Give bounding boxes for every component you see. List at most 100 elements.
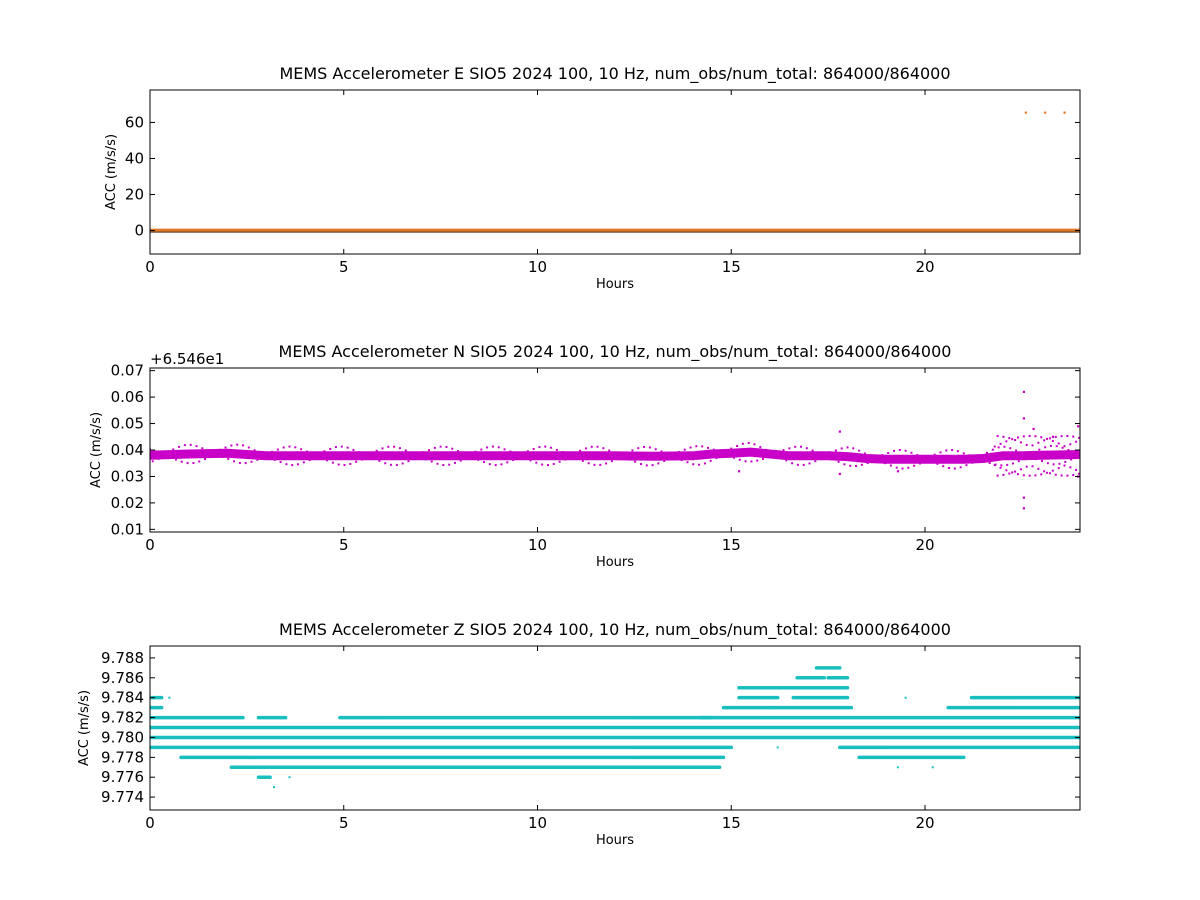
data-point xyxy=(971,461,974,464)
data-point xyxy=(753,443,756,446)
data-point xyxy=(576,458,579,461)
data-point xyxy=(1023,458,1026,461)
data-point xyxy=(968,454,971,457)
data-point xyxy=(596,445,599,448)
data-point xyxy=(829,451,832,454)
data-point xyxy=(1055,445,1058,448)
data-point xyxy=(151,460,154,463)
data-point xyxy=(174,458,177,461)
data-point xyxy=(579,449,582,452)
data-point xyxy=(1069,466,1072,469)
data-point xyxy=(1015,449,1018,452)
data-point xyxy=(936,462,939,465)
data-point xyxy=(951,449,954,452)
data-point xyxy=(439,445,442,448)
plot-area xyxy=(150,111,1080,233)
data-point xyxy=(855,465,858,468)
data-point xyxy=(721,455,724,458)
data-point xyxy=(305,450,308,453)
data-point xyxy=(358,451,361,454)
data-point xyxy=(849,464,852,467)
data-point xyxy=(727,455,730,458)
data-point xyxy=(279,461,282,464)
data-point xyxy=(535,461,538,464)
data-point xyxy=(1043,470,1046,473)
x-axis-label: Hours xyxy=(596,277,634,292)
data-point xyxy=(889,464,892,467)
data-point xyxy=(352,448,355,451)
data-point xyxy=(532,447,535,450)
data-point xyxy=(599,463,602,466)
data-point xyxy=(1022,474,1025,477)
data-point xyxy=(654,448,657,451)
data-point xyxy=(186,462,189,465)
x-tick-label: 10 xyxy=(528,814,547,832)
data-point xyxy=(666,452,669,455)
data-point xyxy=(785,459,788,462)
data-point xyxy=(404,449,407,452)
y-tick-label: 9.780 xyxy=(101,728,144,746)
data-point xyxy=(639,463,642,466)
data-point xyxy=(747,441,750,444)
data-point xyxy=(1028,474,1031,477)
data-point xyxy=(918,462,921,465)
data-point xyxy=(168,696,171,699)
data-point xyxy=(896,766,899,769)
data-point xyxy=(483,461,486,464)
data-point xyxy=(631,449,634,452)
y-axis-label: ACC (m/s/s) xyxy=(89,412,104,488)
data-point xyxy=(384,462,387,465)
chart-title: MEMS Accelerometer N SIO5 2024 100, 10 H… xyxy=(279,342,952,362)
data-point xyxy=(442,463,445,466)
data-point xyxy=(875,455,878,458)
data-point xyxy=(922,455,925,458)
data-point xyxy=(942,465,945,468)
data-point xyxy=(773,455,776,458)
data-point xyxy=(1002,473,1005,476)
data-point xyxy=(326,459,329,462)
data-point xyxy=(209,455,212,458)
data-point xyxy=(346,446,349,449)
data-point xyxy=(247,446,250,449)
data-point xyxy=(991,448,994,451)
data-point xyxy=(933,453,936,456)
data-point xyxy=(904,449,907,452)
data-point xyxy=(1011,471,1014,474)
data-point xyxy=(1029,457,1032,460)
data-point xyxy=(215,455,218,458)
data-point xyxy=(643,446,646,449)
data-point xyxy=(1078,472,1080,475)
data-point xyxy=(1040,473,1043,476)
data-point xyxy=(207,449,210,452)
data-point xyxy=(546,464,549,467)
data-point xyxy=(1017,473,1019,476)
data-point xyxy=(555,448,558,451)
data-point xyxy=(1025,465,1028,468)
data-point xyxy=(776,450,779,453)
data-point xyxy=(860,463,863,466)
data-point xyxy=(381,447,384,450)
data-point xyxy=(1034,474,1037,477)
data-point xyxy=(1046,437,1049,440)
data-point xyxy=(800,445,802,448)
data-point xyxy=(622,457,625,460)
data-point xyxy=(1019,468,1022,471)
data-point xyxy=(1051,469,1054,472)
data-point xyxy=(195,445,198,448)
x-tick-label: 20 xyxy=(915,814,934,832)
data-point xyxy=(526,450,529,453)
data-point xyxy=(988,462,991,465)
data-point xyxy=(948,466,951,469)
data-point xyxy=(521,451,523,454)
data-point xyxy=(852,447,855,450)
data-point xyxy=(878,460,881,463)
data-point xyxy=(1075,468,1078,471)
data-point xyxy=(838,472,841,476)
data-point xyxy=(1054,435,1057,438)
chart-title: MEMS Accelerometer E SIO5 2024 100, 10 H… xyxy=(279,64,950,84)
data-point xyxy=(1024,111,1027,114)
data-point xyxy=(686,461,689,464)
data-point xyxy=(1034,435,1037,438)
charts-container: 0 5 10 15 20 0 20 40 60 MEMS Accelerometer E SIO5… xyxy=(77,64,1081,848)
data-point xyxy=(1028,434,1031,437)
